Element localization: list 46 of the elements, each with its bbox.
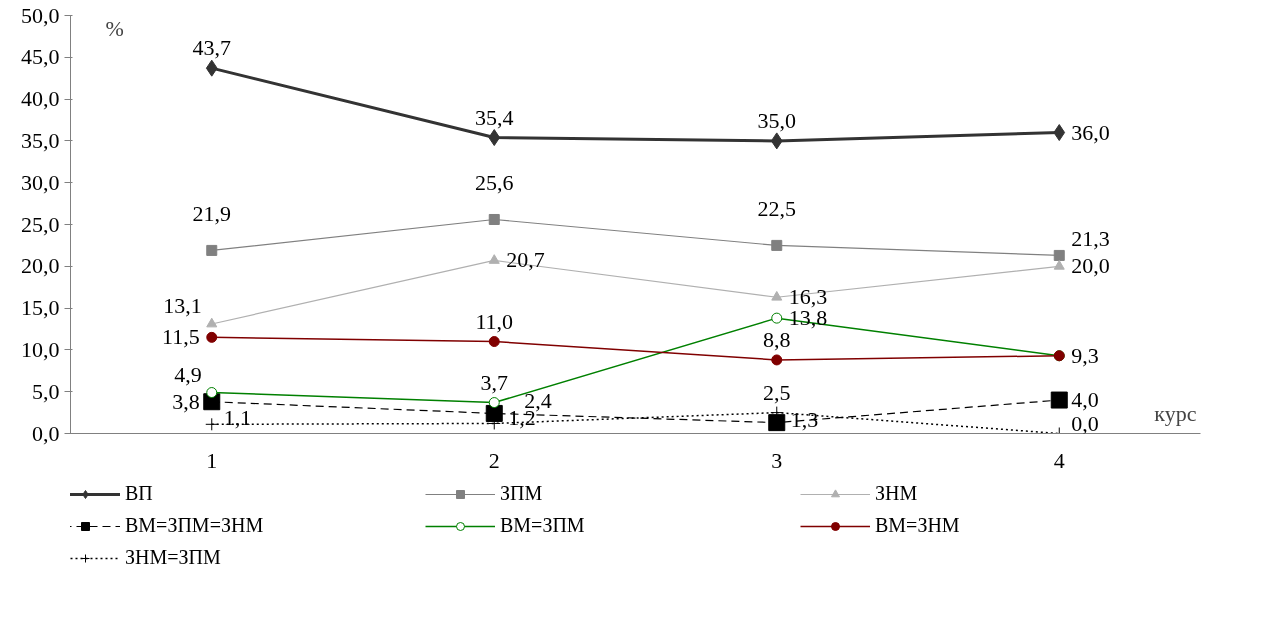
data-label: 22,5: [757, 196, 796, 222]
data-label: 4,0: [1071, 387, 1099, 413]
data-label: 3,8: [172, 388, 200, 414]
data-label: 21,9: [192, 201, 231, 227]
legend-label: ЗНМ=ЗПМ: [125, 546, 222, 569]
x-axis-title: курс: [1154, 400, 1197, 426]
y-tick-label: 0,0: [32, 420, 60, 446]
data-label: 25,6: [475, 170, 514, 196]
data-label: 36,0: [1071, 119, 1110, 145]
data-label: 43,7: [192, 35, 231, 61]
data-label: 21,3: [1071, 226, 1110, 252]
data-label: 8,8: [763, 326, 791, 352]
data-label: 35,0: [757, 107, 796, 133]
data-label: 11,5: [162, 324, 200, 350]
data-label: 16,3: [788, 284, 828, 310]
legend-label: ВМ=ЗПМ=ЗНМ: [125, 514, 265, 537]
y-tick-label: 30,0: [21, 169, 60, 195]
legend-label: ВП: [125, 482, 154, 505]
y-tick-label: 20,0: [21, 253, 60, 279]
y-tick-label: 10,0: [21, 336, 60, 362]
data-label: 13,1: [163, 292, 202, 318]
data-label: 4,9: [174, 361, 202, 387]
data-label: 2,5: [763, 379, 791, 405]
y-tick-label: 25,0: [21, 211, 60, 237]
x-tick-label: 4: [1053, 447, 1065, 473]
data-label: 3,7: [480, 369, 508, 395]
data-label: 9,3: [1071, 342, 1099, 368]
x-tick-label: 3: [771, 447, 783, 473]
legend-label: ЗНМ: [875, 482, 919, 505]
x-tick-label: 2: [488, 447, 500, 473]
legend-label: ЗПМ: [500, 482, 544, 505]
data-label: 20,0: [1071, 253, 1110, 279]
data-label: 11,0: [475, 308, 514, 334]
data-label: 0,0: [1071, 410, 1099, 436]
y-axis-title: %: [105, 15, 124, 41]
y-tick-label: 15,0: [21, 295, 60, 321]
y-tick-label: 50,0: [21, 2, 60, 28]
data-label: 20,7: [506, 247, 545, 273]
legend-label: ВМ=ЗПМ: [500, 514, 586, 537]
data-label: 35,4: [475, 104, 514, 130]
y-tick-label: 45,0: [21, 44, 60, 70]
x-tick-label: 1: [206, 447, 218, 473]
y-tick-label: 35,0: [21, 127, 60, 153]
y-tick-label: 40,0: [21, 86, 60, 112]
y-tick-label: 5,0: [32, 378, 60, 404]
legend-label: ВМ=ЗНМ: [875, 514, 961, 537]
